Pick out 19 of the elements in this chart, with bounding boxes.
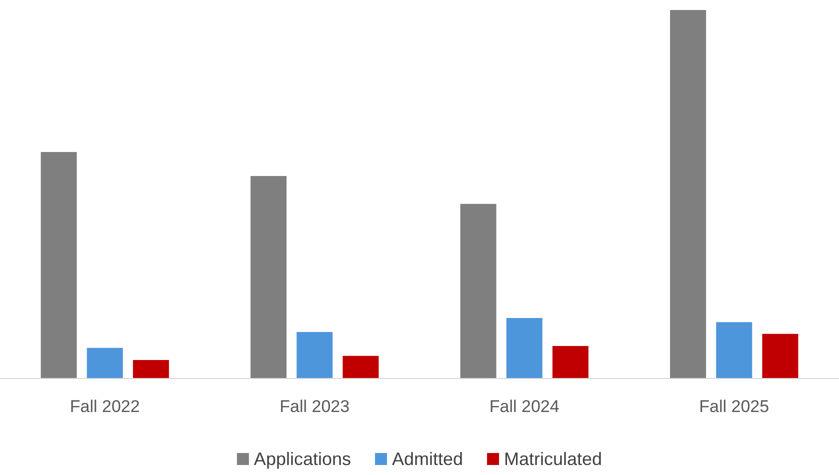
- x-tick-label: Fall 2022: [70, 397, 140, 416]
- bar: [86, 348, 123, 378]
- bar: [40, 152, 77, 378]
- bar: [460, 204, 496, 378]
- legend-label: Applications: [254, 449, 351, 469]
- bar: [762, 334, 798, 378]
- bar: [670, 10, 706, 378]
- x-tick-label: Fall 2023: [280, 397, 350, 416]
- bar: [132, 360, 169, 378]
- bar: [552, 346, 588, 378]
- bar: [296, 332, 333, 378]
- bar: [506, 318, 542, 378]
- bar: [342, 356, 379, 378]
- legend-label: Admitted: [392, 449, 464, 469]
- bar: [250, 176, 287, 378]
- bar: [716, 322, 752, 378]
- x-tick-label: Fall 2024: [489, 397, 560, 416]
- legend-label: Matriculated: [504, 449, 602, 469]
- x-tick-label: Fall 2025: [699, 397, 770, 416]
